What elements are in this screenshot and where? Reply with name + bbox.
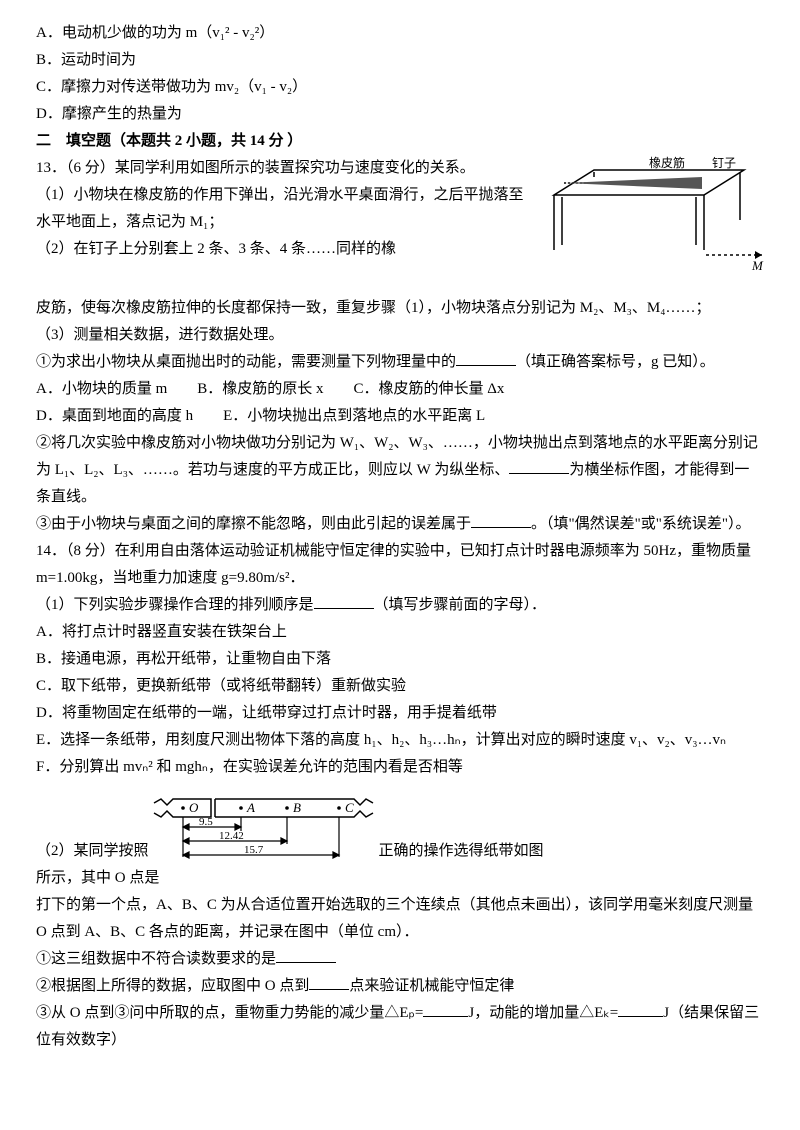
svg-text:12.42: 12.42 bbox=[219, 830, 244, 842]
label-m: M bbox=[751, 258, 764, 273]
q13-step2a: （2）在钉子上分别套上 2 条、3 条、4 条……同样的橡 bbox=[36, 236, 526, 263]
q13-sub1: ①为求出小物块从桌面抛出时的动能，需要测量下列物理量中的（填正确答案标号，g 已… bbox=[36, 349, 764, 376]
blank-3[interactable] bbox=[471, 513, 531, 528]
q14-p2-line2: 打下的第一个点，A、B、C 为从合适位置开始选取的三个连续点（其他点未画出），该… bbox=[36, 892, 764, 946]
svg-text:C: C bbox=[345, 800, 354, 815]
q14-step-f: F．分别算出 mvₙ² 和 mghₙ，在实验误差允许的范围内看是否相等 bbox=[36, 754, 764, 781]
blank-5[interactable] bbox=[276, 948, 336, 963]
q13-intro: 13．（6 分）某同学利用如图所示的装置探究功与速度变化的关系。 bbox=[36, 155, 526, 182]
blank-4[interactable] bbox=[314, 594, 374, 609]
q14-sub1: ①这三组数据中不符合读数要求的是 bbox=[36, 946, 764, 973]
q13-step1: （1）小物块在橡皮筋的作用下弹出，沿光滑水平桌面滑行，之后平抛落至水平地面上，落… bbox=[36, 182, 526, 236]
option-c: C．摩擦力对传送带做功为 mv₂（v₁ - v₂） bbox=[36, 74, 764, 101]
q14-step-e: E．选择一条纸带，用刻度尺测出物体下落的高度 h₁、h₂、h₃…hₙ，计算出对应… bbox=[36, 727, 764, 754]
q14-step-b: B．接通电源，再松开纸带，让重物自由下落 bbox=[36, 646, 764, 673]
q13-opt-d: D．桌面到地面的高度 h E．小物块抛出点到落地点的水平距离 L bbox=[36, 403, 764, 430]
q13-step2b: 皮筋，使每次橡皮筋拉伸的长度都保持一致，重复步骤（1），小物块落点分别记为 M₂… bbox=[36, 295, 764, 322]
option-a: A．电动机少做的功为 m（v₁² - v₂²） bbox=[36, 20, 764, 47]
q13-opt-a: A．小物块的质量 m B．橡皮筋的原长 x C．橡皮筋的伸长量 Δx bbox=[36, 376, 764, 403]
q14-p1: （1）下列实验步骤操作合理的排列顺序是（填写步骤前面的字母）． bbox=[36, 592, 764, 619]
svg-text:A: A bbox=[246, 800, 255, 815]
blank-2[interactable] bbox=[509, 459, 569, 474]
label-nail: 钉子 bbox=[712, 156, 736, 170]
option-d: D．摩擦产生的热量为 bbox=[36, 101, 764, 128]
q14-sub3: ③从 O 点到③问中所取的点，重物重力势能的减少量△Eₚ=J，动能的增加量△Eₖ… bbox=[36, 1000, 764, 1054]
svg-text:O: O bbox=[189, 800, 199, 815]
blank-6[interactable] bbox=[309, 975, 349, 990]
q14-intro: 14．（8 分）在利用自由落体运动验证机械能守恒定律的实验中，已知打点计时器电源… bbox=[36, 538, 764, 592]
label-rubber: 橡皮筋 bbox=[649, 155, 685, 170]
q14-p2-cont: 所示，其中 O 点是 bbox=[36, 865, 764, 892]
q14-p2-line: （2）某同学按照 O A B C 9.5 bbox=[36, 795, 764, 865]
q14-sub2: ②根据图上所得的数据，应取图中 O 点到点来验证机械能守恒定律 bbox=[36, 973, 764, 1000]
blank-1[interactable] bbox=[456, 351, 516, 366]
q13-step3: （3）测量相关数据，进行数据处理。 bbox=[36, 322, 764, 349]
blank-8[interactable] bbox=[618, 1002, 663, 1017]
option-b: B．运动时间为 bbox=[36, 47, 764, 74]
table-figure: 橡皮筋 钉子 M bbox=[534, 155, 764, 295]
q13-sub3: ③由于小物块与桌面之间的摩擦不能忽略，则由此引起的误差属于。（填"偶然误差"或"… bbox=[36, 511, 764, 538]
blank-7[interactable] bbox=[423, 1002, 468, 1017]
section-2-header: 二 填空题（本题共 2 小题，共 14 分 ） bbox=[36, 128, 764, 155]
q14-step-a: A．将打点计时器竖直安装在铁架台上 bbox=[36, 619, 764, 646]
q13-sub2: ②将几次实验中橡皮筋对小物块做功分别记为 W₁、W₂、W₃、……，小物块抛出点到… bbox=[36, 430, 764, 511]
svg-text:B: B bbox=[293, 800, 301, 815]
svg-text:9.5: 9.5 bbox=[199, 816, 213, 828]
tape-ruler-figure: O A B C 9.5 12.42 15.7 bbox=[149, 795, 379, 865]
svg-text:15.7: 15.7 bbox=[244, 844, 264, 856]
q14-step-c: C．取下纸带，更换新纸带（或将纸带翻转）重新做实验 bbox=[36, 673, 764, 700]
q14-step-d: D．将重物固定在纸带的一端，让纸带穿过打点计时器，用手提着纸带 bbox=[36, 700, 764, 727]
